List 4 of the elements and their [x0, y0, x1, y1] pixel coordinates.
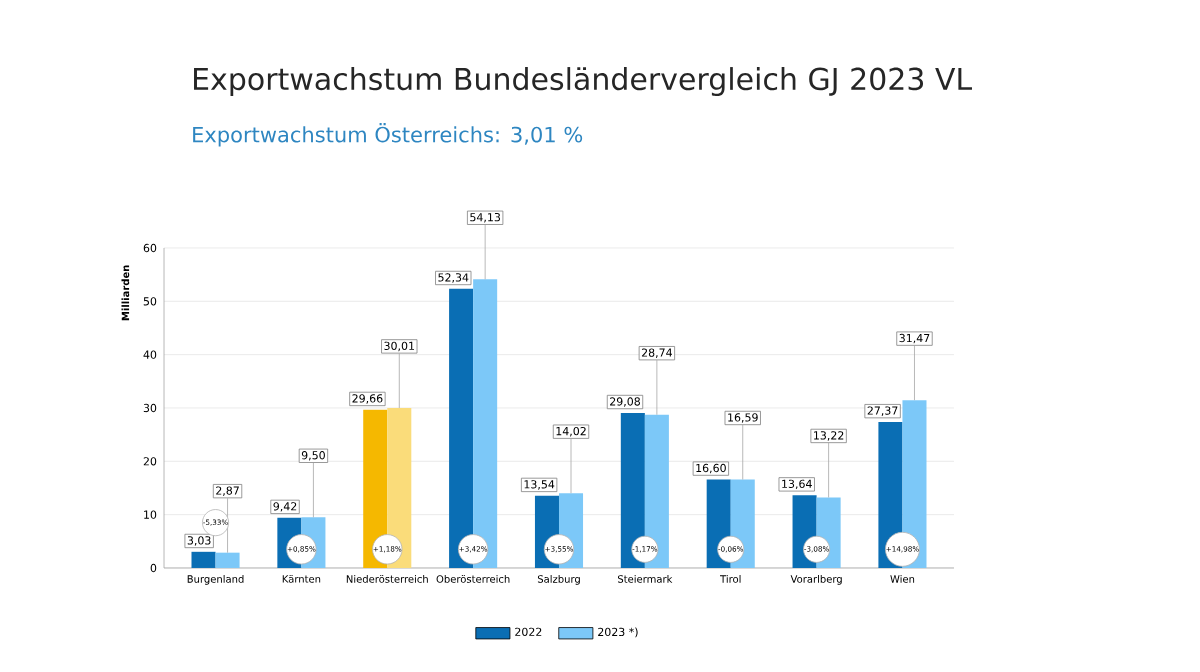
chart-title: Exportwachstum Bundesländervergleich GJ 2023 VL	[194, 67, 972, 97]
chart-subtitle: Exportwachstum Österreichs: 3,01 %	[193, 123, 583, 147]
bar	[215, 552, 240, 568]
bar	[191, 551, 216, 568]
